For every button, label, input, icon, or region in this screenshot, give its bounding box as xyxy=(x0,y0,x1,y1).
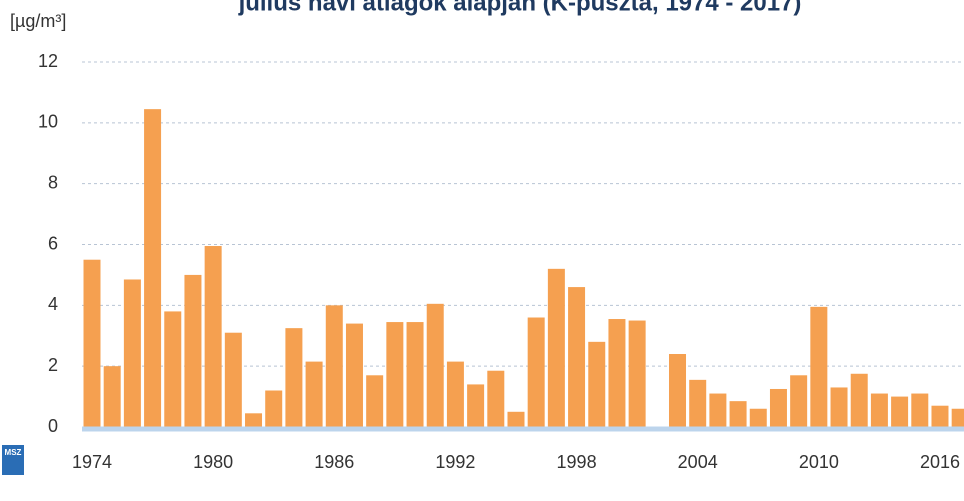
y-axis-label: [µg/m³] xyxy=(10,11,66,31)
bar xyxy=(103,366,121,427)
bar xyxy=(386,322,404,427)
x-tick-label: 1980 xyxy=(193,452,233,472)
x-tick-label: 1992 xyxy=(435,452,475,472)
bar xyxy=(628,320,646,427)
bar xyxy=(790,375,808,427)
bar xyxy=(507,411,525,427)
bar xyxy=(689,379,707,427)
y-tick-label: 12 xyxy=(38,51,58,71)
bar xyxy=(224,332,242,427)
x-tick-label: 2004 xyxy=(678,452,718,472)
bar xyxy=(265,390,283,427)
bar xyxy=(467,384,485,427)
logo xyxy=(2,445,24,475)
bar xyxy=(547,268,565,427)
bar xyxy=(951,408,964,427)
y-tick-label: 4 xyxy=(48,294,58,314)
bar xyxy=(164,311,182,427)
bar xyxy=(123,279,141,427)
bar xyxy=(83,259,101,427)
bar xyxy=(830,387,848,427)
y-tick-label: 2 xyxy=(48,355,58,375)
bar xyxy=(305,361,323,427)
bar xyxy=(568,287,586,427)
bar xyxy=(144,109,162,427)
x-tick-label: 2016 xyxy=(920,452,960,472)
x-tick-label: 1998 xyxy=(557,452,597,472)
bar xyxy=(204,246,222,427)
x-tick-label: 1974 xyxy=(72,452,112,472)
y-tick-label: 8 xyxy=(48,172,58,192)
bar xyxy=(184,274,202,427)
chart-title: július havi átlagok alapján (K-puszta, 1… xyxy=(238,0,802,16)
bar xyxy=(810,306,828,427)
bar xyxy=(487,370,505,427)
bar xyxy=(891,396,909,427)
bar xyxy=(588,341,606,427)
bar xyxy=(366,375,384,427)
bar xyxy=(245,413,263,427)
bar xyxy=(608,319,626,427)
bar xyxy=(870,393,888,427)
bar xyxy=(931,405,949,427)
y-tick-label: 6 xyxy=(48,233,58,253)
x-tick-label: 1986 xyxy=(314,452,354,472)
y-tick-label: 0 xyxy=(48,416,58,436)
bar xyxy=(911,393,929,427)
bar xyxy=(769,388,787,427)
bar xyxy=(345,323,363,427)
y-tick-label: 10 xyxy=(38,112,58,132)
bar xyxy=(285,328,303,427)
bar xyxy=(850,373,868,427)
logo-text: MSZ xyxy=(5,448,22,457)
bar xyxy=(446,361,464,427)
bar xyxy=(426,303,444,427)
bar xyxy=(325,305,343,427)
bar xyxy=(406,322,424,427)
bar xyxy=(749,408,767,427)
x-tick-label: 2010 xyxy=(799,452,839,472)
bar xyxy=(709,393,727,427)
bar xyxy=(527,317,545,427)
bar xyxy=(729,401,747,427)
bar xyxy=(669,354,687,427)
